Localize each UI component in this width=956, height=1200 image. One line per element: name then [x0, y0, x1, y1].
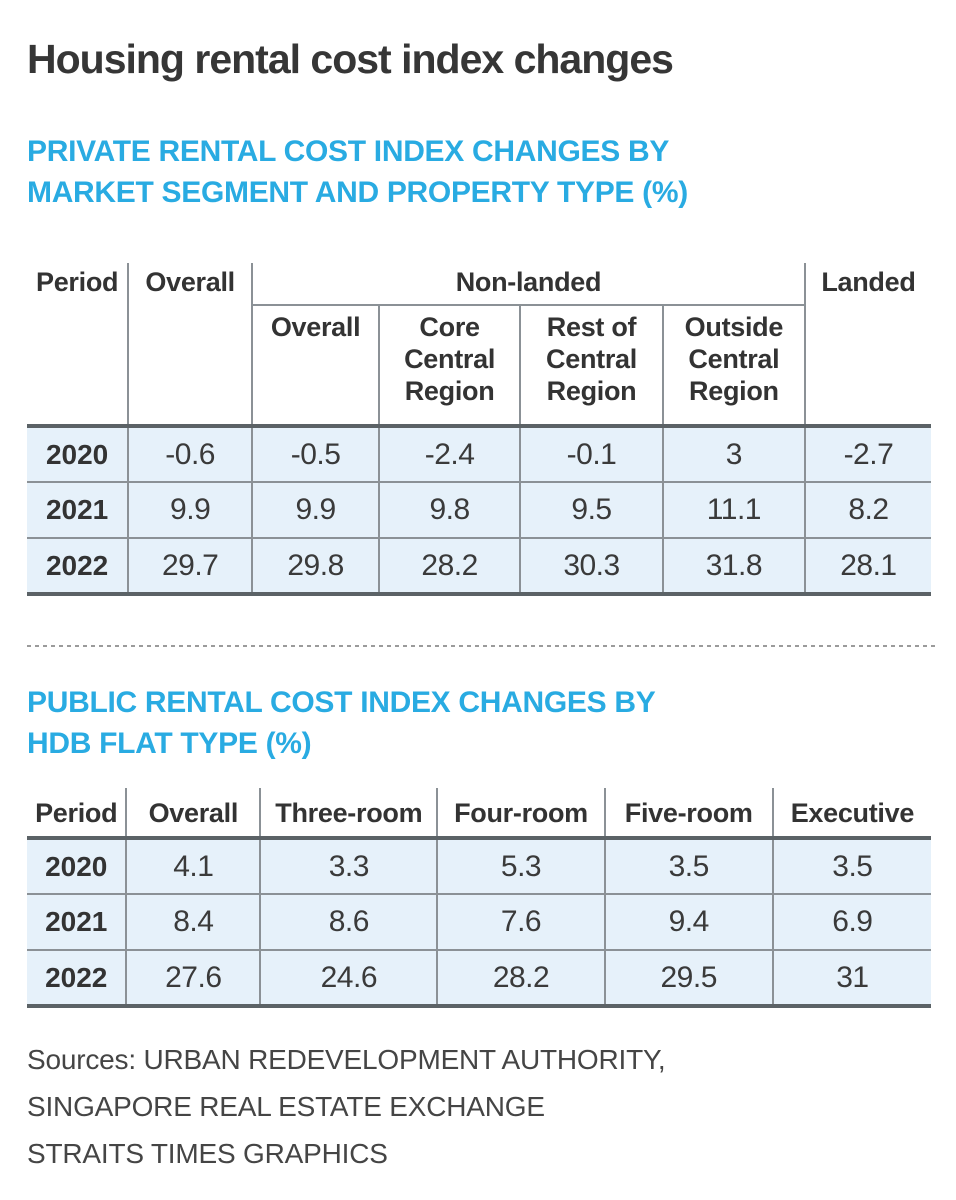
value-cell: -0.1: [519, 424, 663, 483]
value-cell: -0.6: [127, 424, 253, 483]
value-cell: 29.8: [251, 537, 380, 597]
header-cell-executive: Executive: [771, 788, 931, 839]
value-cell: 29.5: [603, 949, 773, 1009]
sources-footer: Sources: URBAN REDEVELOPMENT AUTHORITY, …: [27, 1036, 930, 1177]
value-cell: -2.7: [803, 424, 931, 483]
value-cell: 31: [771, 949, 931, 1009]
period-cell: 2022: [27, 949, 127, 1009]
header-cell-overall: Overall: [127, 263, 253, 427]
header-cell-landed: Landed: [803, 263, 931, 427]
value-cell: 28.2: [436, 949, 605, 1009]
private-table-header-row: Period Overall Non-landed Landed: [27, 263, 931, 427]
private-heading-line2: MARKET SEGMENT AND PROPERTY TYPE (%): [27, 176, 688, 210]
public-heading-line1: PUBLIC RENTAL COST INDEX CHANGES BY: [27, 686, 656, 720]
value-cell: 4.1: [125, 836, 261, 895]
value-cell: -2.4: [378, 424, 521, 483]
value-cell: 11.1: [661, 481, 805, 539]
source-line: SINGAPORE REAL ESTATE EXCHANGE: [27, 1091, 545, 1123]
value-cell: 9.5: [519, 481, 663, 539]
header-cell-non-landed: Non-landed: [251, 263, 805, 307]
value-cell: 30.3: [519, 537, 663, 597]
page-title: Housing rental cost index changes: [27, 36, 674, 82]
value-cell: 6.9: [771, 893, 931, 951]
value-cell: 3.5: [603, 836, 773, 895]
value-cell: 28.1: [803, 537, 931, 597]
source-line: Sources: URBAN REDEVELOPMENT AUTHORITY,: [27, 1044, 666, 1076]
period-cell: 2020: [27, 424, 129, 483]
subheader-cell-outside-central-region: Outside Central Region: [661, 305, 805, 427]
value-cell: 9.9: [251, 481, 380, 539]
value-cell: 24.6: [259, 949, 438, 1009]
table-row: 2021 8.4 8.6 7.6 9.4 6.9: [27, 893, 931, 951]
private-heading-line1: PRIVATE RENTAL COST INDEX CHANGES BY: [27, 135, 670, 169]
public-section-heading: PUBLIC RENTAL COST INDEX CHANGES BY HDB …: [27, 682, 930, 764]
value-cell: 27.6: [125, 949, 261, 1009]
value-cell: 3: [661, 424, 805, 483]
value-cell: 3.3: [259, 836, 438, 895]
table-row: 2020 -0.6 -0.5 -2.4 -0.1 3 -2.7: [27, 424, 931, 483]
table-row: 2022 27.6 24.6 28.2 29.5 31: [27, 949, 931, 1009]
value-cell: 28.2: [378, 537, 521, 597]
public-heading-line2: HDB FLAT TYPE (%): [27, 727, 312, 761]
source-line: STRAITS TIMES GRAPHICS: [27, 1138, 388, 1170]
public-table-header-row: Period Overall Three-room Four-room Five…: [27, 788, 931, 839]
header-cell-five-room: Five-room: [603, 788, 773, 839]
period-cell: 2022: [27, 537, 129, 597]
value-cell: 3.5: [771, 836, 931, 895]
public-rental-table: Period Overall Three-room Four-room Five…: [27, 788, 931, 1009]
period-cell: 2021: [27, 893, 127, 951]
private-table-subheader-row: Overall Core Central Region Rest of Cent…: [27, 305, 931, 427]
table-row: 2020 4.1 3.3 5.3 3.5 3.5: [27, 836, 931, 895]
header-cell-period: Period: [35, 798, 118, 829]
value-cell: 8.6: [259, 893, 438, 951]
header-cell-three-room: Three-room: [259, 788, 438, 839]
value-cell: 29.7: [127, 537, 253, 597]
value-cell: -0.5: [251, 424, 380, 483]
value-cell: 8.4: [125, 893, 261, 951]
value-cell: 5.3: [436, 836, 605, 895]
header-cell-four-room: Four-room: [436, 788, 605, 839]
table-row: 2022 29.7 29.8 28.2 30.3 31.8 28.1: [27, 537, 931, 597]
subheader-cell-rest-of-central-region: Rest of Central Region: [519, 305, 663, 427]
value-cell: 8.2: [803, 481, 931, 539]
private-rental-table: Period Overall Non-landed Landed Overall…: [27, 263, 931, 597]
value-cell: 9.9: [127, 481, 253, 539]
header-cell-period: Period: [36, 267, 119, 298]
period-cell: 2020: [27, 836, 127, 895]
table-row: 2021 9.9 9.9 9.8 9.5 11.1 8.2: [27, 481, 931, 539]
subheader-cell-overall: Overall: [251, 305, 380, 427]
header-cell-overall: Overall: [125, 788, 261, 839]
value-cell: 9.8: [378, 481, 521, 539]
value-cell: 9.4: [603, 893, 773, 951]
section-divider: [27, 645, 937, 648]
period-cell: 2021: [27, 481, 129, 539]
value-cell: 7.6: [436, 893, 605, 951]
private-section-heading: PRIVATE RENTAL COST INDEX CHANGES BY MAR…: [27, 131, 930, 213]
subheader-cell-core-central-region: Core Central Region: [378, 305, 521, 427]
value-cell: 31.8: [661, 537, 805, 597]
